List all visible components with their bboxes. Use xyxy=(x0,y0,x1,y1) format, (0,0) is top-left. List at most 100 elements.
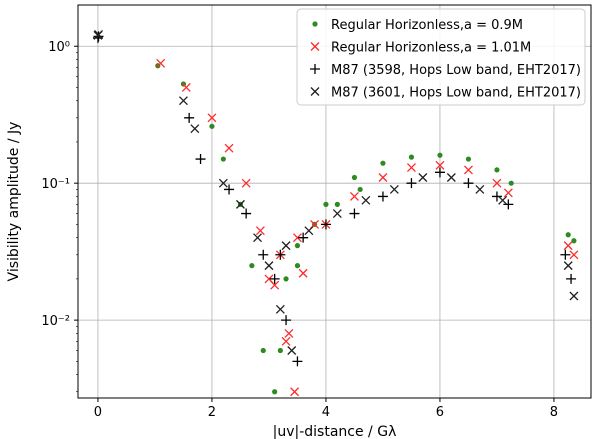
data-point xyxy=(320,219,331,230)
data-point xyxy=(207,113,217,123)
data-point xyxy=(275,249,286,260)
data-point xyxy=(377,191,388,202)
data-point xyxy=(475,184,485,194)
plot-frame xyxy=(77,4,592,399)
legend-box xyxy=(296,8,586,106)
y-axis-label: Visibility amplitude / Jy xyxy=(6,122,22,282)
data-point xyxy=(334,201,340,207)
data-point xyxy=(181,82,191,92)
legend-marker xyxy=(312,21,318,27)
series-4 xyxy=(93,29,579,355)
legend-marker xyxy=(310,42,320,51)
data-point xyxy=(281,241,291,251)
data-point xyxy=(349,191,359,201)
data-point xyxy=(281,315,292,326)
data-point xyxy=(224,184,235,195)
y-tick-label: 10⁰ xyxy=(48,40,70,55)
data-point xyxy=(294,263,301,269)
y-tick-label: 10⁻² xyxy=(41,314,70,329)
data-point xyxy=(508,180,514,186)
data-point xyxy=(283,276,289,282)
data-point xyxy=(463,178,474,189)
data-point xyxy=(349,208,360,219)
x-tick-label: 4 xyxy=(322,405,330,420)
data-point xyxy=(290,387,300,397)
data-point xyxy=(560,249,571,260)
data-point xyxy=(298,268,308,278)
series-3 xyxy=(92,31,577,367)
data-point xyxy=(563,241,573,251)
data-point xyxy=(292,356,303,367)
data-point xyxy=(437,152,443,158)
x-tick-label: 8 xyxy=(550,405,558,420)
data-point xyxy=(357,186,363,193)
data-point xyxy=(255,226,265,236)
legend-marker xyxy=(310,64,320,74)
data-point xyxy=(178,96,188,106)
data-point xyxy=(406,178,417,189)
data-point xyxy=(304,226,314,236)
data-point xyxy=(418,173,428,182)
legend-label: Regular Horizonless,a = 1.01M xyxy=(331,41,531,56)
data-point xyxy=(494,167,500,173)
x-axis-label: |uv|-distance / Gλ xyxy=(273,424,397,439)
data-point xyxy=(565,232,571,238)
data-point xyxy=(563,261,573,271)
data-point xyxy=(218,178,228,188)
data-point xyxy=(378,173,388,182)
legend: Regular Horizonless,a = 0.9M Regular Hori… xyxy=(296,8,586,106)
data-point xyxy=(253,233,263,243)
data-point xyxy=(235,199,245,209)
data-point xyxy=(463,165,473,175)
y-tick-label: 10⁻¹ xyxy=(41,177,70,192)
data-point xyxy=(272,389,278,395)
data-point xyxy=(351,174,358,181)
data-point xyxy=(435,160,445,170)
data-point xyxy=(184,112,195,123)
data-point xyxy=(380,160,386,166)
data-point xyxy=(209,123,215,129)
legend-label: M87 (3598, Hops Low band, EHT2017) xyxy=(331,63,581,78)
data-point xyxy=(156,58,166,68)
data-point xyxy=(94,29,103,39)
data-point xyxy=(277,347,283,354)
data-point xyxy=(323,201,329,207)
data-point xyxy=(294,243,301,249)
data-point xyxy=(241,178,251,188)
data-point xyxy=(249,263,255,269)
data-point xyxy=(406,163,416,173)
data-point xyxy=(361,195,371,205)
axis-ticks: 0 2 4 6 8 10⁻² 10⁻¹ 10⁰ xyxy=(41,40,558,420)
data-point xyxy=(190,124,200,134)
data-point xyxy=(269,273,280,284)
data-point xyxy=(569,250,579,260)
legend-label: M87 (3601, Hops Low band, EHT2017) xyxy=(331,86,581,101)
data-point xyxy=(241,208,252,219)
data-point xyxy=(389,184,399,194)
data-point xyxy=(332,209,342,219)
data-point xyxy=(446,173,456,182)
data-point xyxy=(264,274,274,284)
data-marks xyxy=(92,29,579,397)
data-point xyxy=(195,154,206,165)
data-point xyxy=(298,232,309,243)
data-point xyxy=(503,188,513,198)
legend-marker xyxy=(310,87,320,96)
data-point xyxy=(491,191,502,202)
data-point xyxy=(408,154,415,160)
data-point xyxy=(503,199,514,210)
x-tick-label: 6 xyxy=(436,405,444,420)
data-point xyxy=(498,195,508,205)
legend-label: Regular Horizonless,a = 0.9M xyxy=(331,18,523,33)
x-tick-label: 2 xyxy=(208,405,216,420)
data-point xyxy=(220,156,226,162)
data-point xyxy=(264,261,274,271)
data-point xyxy=(224,143,234,153)
data-point xyxy=(569,291,579,301)
x-tick-label: 0 xyxy=(94,405,102,420)
data-point xyxy=(284,328,294,338)
data-point xyxy=(566,273,577,284)
data-point xyxy=(260,347,266,354)
data-point xyxy=(287,346,297,355)
